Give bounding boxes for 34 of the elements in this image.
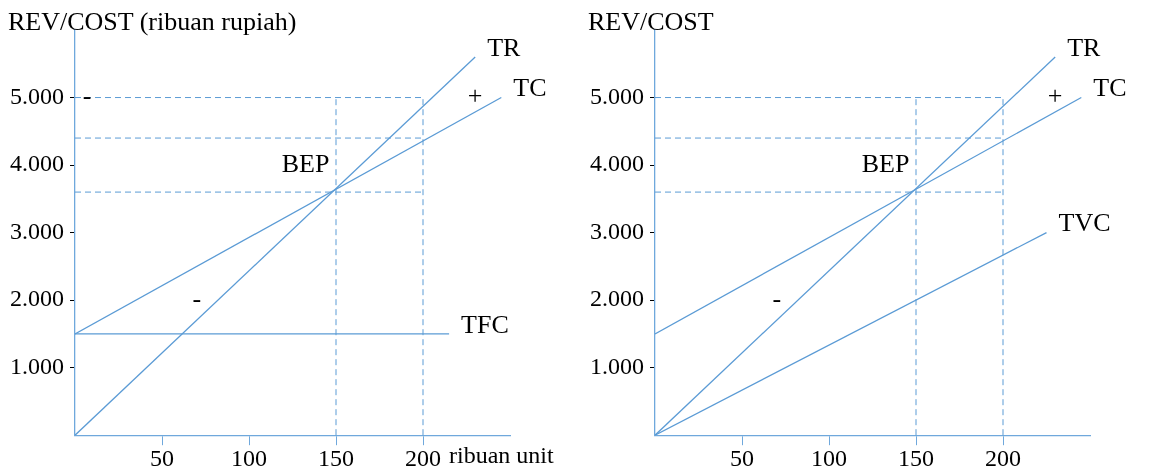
x-tick-label: 150 bbox=[318, 444, 354, 471]
annotation: - bbox=[82, 81, 92, 111]
y-axis-title: REV/COST bbox=[588, 6, 714, 36]
x-tick-label: 150 bbox=[898, 444, 934, 471]
annotation: + bbox=[1047, 81, 1063, 111]
y-tick-label: 3.000 bbox=[590, 217, 644, 244]
annotation: BEP bbox=[861, 148, 910, 178]
y-tick-label: 1.000 bbox=[590, 352, 644, 379]
series-label: TC bbox=[513, 73, 547, 103]
series-label: TR bbox=[1067, 32, 1102, 62]
annotation: BEP bbox=[281, 148, 330, 178]
annotation: - bbox=[192, 284, 202, 314]
series-label: TVC bbox=[1058, 208, 1111, 238]
x-tick-label: 200 bbox=[985, 444, 1021, 471]
series-label: TR bbox=[487, 32, 522, 62]
x-tick-label: 50 bbox=[150, 444, 174, 471]
series-label: TC bbox=[1093, 73, 1127, 103]
y-tick-label: 4.000 bbox=[590, 150, 644, 177]
x-tick-label: 50 bbox=[730, 444, 754, 471]
x-axis-title: ribuan unit bbox=[449, 442, 554, 469]
y-tick-label: 2.000 bbox=[10, 285, 64, 312]
y-tick-label: 1.000 bbox=[10, 352, 64, 379]
annotation: - bbox=[772, 284, 782, 314]
x-tick-label: 200 bbox=[405, 444, 441, 471]
y-axis-title: REV/COST (ribuan rupiah) bbox=[8, 6, 297, 36]
y-tick-label: 5.000 bbox=[590, 82, 644, 109]
y-tick-label: 5.000 bbox=[10, 82, 64, 109]
y-tick-label: 3.000 bbox=[10, 217, 64, 244]
y-tick-label: 2.000 bbox=[590, 285, 644, 312]
x-tick-label: 100 bbox=[231, 444, 267, 471]
series-label: TFC bbox=[461, 309, 509, 339]
y-tick-label: 4.000 bbox=[10, 150, 64, 177]
annotation: + bbox=[467, 81, 483, 111]
x-tick-label: 100 bbox=[811, 444, 847, 471]
